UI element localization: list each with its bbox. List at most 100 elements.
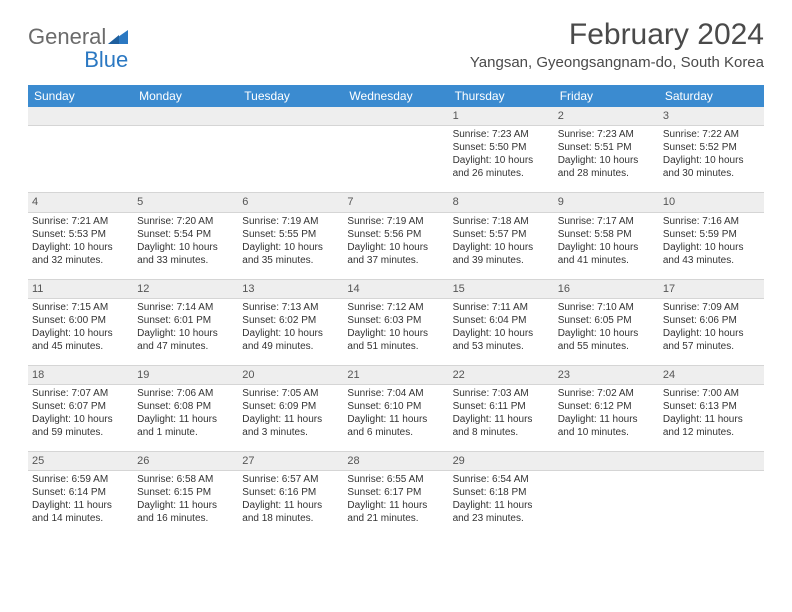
sunrise-text: Sunrise: 7:16 AM (663, 215, 760, 228)
sunrise-text: Sunrise: 7:03 AM (453, 387, 550, 400)
day-number-label: 14 (343, 280, 448, 298)
month-title: February 2024 (470, 18, 764, 52)
sunset-text: Sunset: 6:13 PM (663, 400, 760, 413)
day-number-29: 29 (449, 452, 554, 470)
day-cell-29: Sunrise: 6:54 AMSunset: 6:18 PMDaylight:… (449, 471, 554, 537)
sunrise-text: Sunrise: 7:18 AM (453, 215, 550, 228)
day-number-label: 1 (449, 107, 554, 125)
sunset-text: Sunset: 6:10 PM (347, 400, 444, 413)
daylight-text: Daylight: 11 hours and 14 minutes. (32, 499, 129, 525)
sunrise-text: Sunrise: 6:54 AM (453, 473, 550, 486)
day-cell-23: Sunrise: 7:02 AMSunset: 6:12 PMDaylight:… (554, 385, 659, 451)
daylight-text: Daylight: 11 hours and 23 minutes. (453, 499, 550, 525)
day-body: Sunrise: 7:22 AMSunset: 5:52 PMDaylight:… (659, 126, 764, 184)
empty-cell (28, 126, 133, 192)
daylight-text: Daylight: 11 hours and 3 minutes. (242, 413, 339, 439)
sunset-text: Sunset: 6:03 PM (347, 314, 444, 327)
day-number-label: 8 (449, 193, 554, 211)
sunset-text: Sunset: 5:56 PM (347, 228, 444, 241)
day-number-5: 5 (133, 193, 238, 211)
day-cell-28: Sunrise: 6:55 AMSunset: 6:17 PMDaylight:… (343, 471, 448, 537)
day-number-label: 20 (238, 366, 343, 384)
sunrise-text: Sunrise: 7:13 AM (242, 301, 339, 314)
day-body: Sunrise: 7:15 AMSunset: 6:00 PMDaylight:… (28, 299, 133, 357)
daylight-text: Daylight: 10 hours and 30 minutes. (663, 154, 760, 180)
day-body: Sunrise: 7:12 AMSunset: 6:03 PMDaylight:… (343, 299, 448, 357)
header: GeneralBlue February 2024 Yangsan, Gyeon… (0, 0, 792, 77)
day-header-friday: Friday (554, 85, 659, 107)
day-number-label: 16 (554, 280, 659, 298)
day-body: Sunrise: 7:04 AMSunset: 6:10 PMDaylight:… (343, 385, 448, 443)
calendar: SundayMondayTuesdayWednesdayThursdayFrid… (28, 85, 764, 537)
day-number-14: 14 (343, 280, 448, 298)
day-number-label: 10 (659, 193, 764, 211)
sunset-text: Sunset: 6:15 PM (137, 486, 234, 499)
sunrise-text: Sunrise: 6:55 AM (347, 473, 444, 486)
day-number-28: 28 (343, 452, 448, 470)
week-1-number-row: 45678910 (28, 192, 764, 212)
day-header-wednesday: Wednesday (343, 85, 448, 107)
sunrise-text: Sunrise: 7:20 AM (137, 215, 234, 228)
sunrise-text: Sunrise: 7:17 AM (558, 215, 655, 228)
day-number-13: 13 (238, 280, 343, 298)
day-cell-26: Sunrise: 6:58 AMSunset: 6:15 PMDaylight:… (133, 471, 238, 537)
day-number-11: 11 (28, 280, 133, 298)
sunset-text: Sunset: 6:02 PM (242, 314, 339, 327)
day-body: Sunrise: 7:00 AMSunset: 6:13 PMDaylight:… (659, 385, 764, 443)
daylight-text: Daylight: 10 hours and 53 minutes. (453, 327, 550, 353)
day-number-1: 1 (449, 107, 554, 125)
sunrise-text: Sunrise: 7:05 AM (242, 387, 339, 400)
week-0-body-row: Sunrise: 7:23 AMSunset: 5:50 PMDaylight:… (28, 126, 764, 192)
daylight-text: Daylight: 10 hours and 35 minutes. (242, 241, 339, 267)
day-number-3: 3 (659, 107, 764, 125)
day-body: Sunrise: 7:13 AMSunset: 6:02 PMDaylight:… (238, 299, 343, 357)
sunset-text: Sunset: 5:58 PM (558, 228, 655, 241)
day-number-label: 5 (133, 193, 238, 211)
sunset-text: Sunset: 5:59 PM (663, 228, 760, 241)
sunset-text: Sunset: 6:11 PM (453, 400, 550, 413)
week-4-body-row: Sunrise: 6:59 AMSunset: 6:14 PMDaylight:… (28, 471, 764, 537)
sunset-text: Sunset: 5:55 PM (242, 228, 339, 241)
daylight-text: Daylight: 11 hours and 21 minutes. (347, 499, 444, 525)
day-body: Sunrise: 7:02 AMSunset: 6:12 PMDaylight:… (554, 385, 659, 443)
daylight-text: Daylight: 10 hours and 47 minutes. (137, 327, 234, 353)
day-cell-12: Sunrise: 7:14 AMSunset: 6:01 PMDaylight:… (133, 299, 238, 365)
day-cell-13: Sunrise: 7:13 AMSunset: 6:02 PMDaylight:… (238, 299, 343, 365)
sunrise-text: Sunrise: 6:59 AM (32, 473, 129, 486)
day-body: Sunrise: 7:16 AMSunset: 5:59 PMDaylight:… (659, 213, 764, 271)
day-body: Sunrise: 7:09 AMSunset: 6:06 PMDaylight:… (659, 299, 764, 357)
day-body: Sunrise: 6:55 AMSunset: 6:17 PMDaylight:… (343, 471, 448, 529)
day-cell-3: Sunrise: 7:22 AMSunset: 5:52 PMDaylight:… (659, 126, 764, 192)
day-number-label: 21 (343, 366, 448, 384)
sunrise-text: Sunrise: 7:22 AM (663, 128, 760, 141)
sunrise-text: Sunrise: 7:06 AM (137, 387, 234, 400)
day-body: Sunrise: 7:23 AMSunset: 5:51 PMDaylight:… (554, 126, 659, 184)
day-number-label: 23 (554, 366, 659, 384)
sunset-text: Sunset: 5:53 PM (32, 228, 129, 241)
day-body: Sunrise: 7:07 AMSunset: 6:07 PMDaylight:… (28, 385, 133, 443)
day-number-label: 11 (28, 280, 133, 298)
sunrise-text: Sunrise: 7:15 AM (32, 301, 129, 314)
day-cell-18: Sunrise: 7:07 AMSunset: 6:07 PMDaylight:… (28, 385, 133, 451)
day-header-tuesday: Tuesday (238, 85, 343, 107)
day-header-saturday: Saturday (659, 85, 764, 107)
day-cell-27: Sunrise: 6:57 AMSunset: 6:16 PMDaylight:… (238, 471, 343, 537)
sunrise-text: Sunrise: 7:23 AM (558, 128, 655, 141)
day-header-thursday: Thursday (449, 85, 554, 107)
sunset-text: Sunset: 6:00 PM (32, 314, 129, 327)
title-block: February 2024 Yangsan, Gyeongsangnam-do,… (470, 18, 764, 71)
day-body: Sunrise: 7:10 AMSunset: 6:05 PMDaylight:… (554, 299, 659, 357)
sunrise-text: Sunrise: 7:09 AM (663, 301, 760, 314)
daylight-text: Daylight: 10 hours and 45 minutes. (32, 327, 129, 353)
daylight-text: Daylight: 10 hours and 26 minutes. (453, 154, 550, 180)
day-body: Sunrise: 7:05 AMSunset: 6:09 PMDaylight:… (238, 385, 343, 443)
day-body: Sunrise: 7:11 AMSunset: 6:04 PMDaylight:… (449, 299, 554, 357)
day-number-label: 4 (28, 193, 133, 211)
day-number-label: 6 (238, 193, 343, 211)
day-body: Sunrise: 7:21 AMSunset: 5:53 PMDaylight:… (28, 213, 133, 271)
day-cell-24: Sunrise: 7:00 AMSunset: 6:13 PMDaylight:… (659, 385, 764, 451)
day-cell-2: Sunrise: 7:23 AMSunset: 5:51 PMDaylight:… (554, 126, 659, 192)
day-cell-8: Sunrise: 7:18 AMSunset: 5:57 PMDaylight:… (449, 213, 554, 279)
day-number-27: 27 (238, 452, 343, 470)
daylight-text: Daylight: 10 hours and 43 minutes. (663, 241, 760, 267)
